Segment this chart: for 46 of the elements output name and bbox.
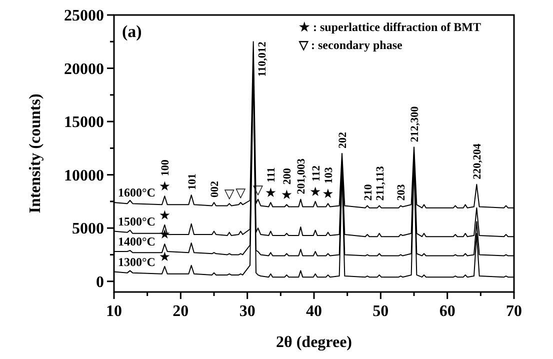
annotation: ▽ : secondary phase [298, 38, 404, 52]
y-tick-label: 15000 [64, 114, 104, 132]
y-tick-label: 10000 [64, 167, 104, 184]
annotation: 101 [186, 174, 198, 190]
x-tick-label: 40 [306, 303, 322, 320]
annotation: 100 [160, 159, 172, 176]
y-axis-title: Intensity (counts) [27, 94, 44, 214]
annotation: 210 [362, 184, 374, 201]
annotation: (a) [122, 22, 142, 41]
annotation: 201,003 [296, 158, 308, 194]
x-tick-label: 30 [239, 303, 256, 320]
annotation: 211,113 [374, 166, 386, 201]
annotation: 200 [282, 168, 294, 185]
annotation: ★ [158, 208, 170, 224]
annotation: ★ [264, 186, 276, 202]
x-tick-label: 20 [172, 303, 189, 320]
annotation: 202 [337, 132, 349, 148]
y-tick-label: 0 [96, 274, 104, 291]
y-tick-label: 5000 [72, 220, 104, 238]
y-tick-label: 20000 [64, 60, 104, 78]
y-tick-label: 25000 [64, 8, 104, 25]
annotation: 220,204 [472, 143, 484, 180]
x-axis-title: 2θ (degree) [276, 334, 352, 351]
x-tick-label: 10 [106, 303, 122, 320]
annotation: 002 [209, 180, 221, 198]
annotation: ★ [158, 250, 170, 265]
annotation: 103 [323, 166, 335, 184]
annotation: 203 [396, 184, 408, 201]
series-label: 1600°C [118, 186, 156, 200]
annotation: 111 [266, 167, 278, 183]
x-tick-label: 60 [439, 303, 456, 320]
annotation: ★ [280, 188, 292, 204]
annotation: 112 [310, 165, 322, 182]
annotation: ▽ [236, 186, 246, 202]
annotation: ▽ [224, 187, 234, 202]
series-label: 1300°C [118, 254, 156, 269]
annotation: 110,012 [256, 41, 268, 77]
x-tick-label: 70 [506, 303, 522, 320]
series-label: 1500°C [118, 214, 156, 228]
series-label: 1400°C [118, 234, 156, 249]
annotation: ★ [322, 187, 334, 202]
annotation: 212,300 [409, 106, 421, 142]
x-tick-label: 50 [372, 303, 389, 320]
annotation: ★ : superlattice diffraction of BMT [299, 20, 481, 34]
annotation: ★ [310, 184, 322, 200]
annotation: ★ [158, 180, 170, 195]
